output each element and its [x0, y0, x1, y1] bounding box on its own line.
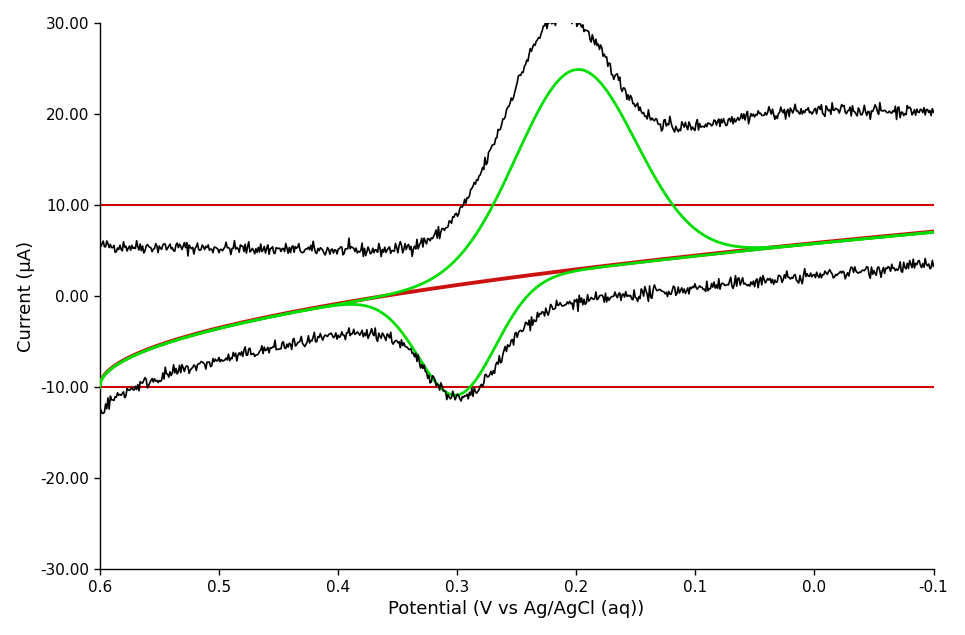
X-axis label: Potential (V vs Ag/AgCl (aq)): Potential (V vs Ag/AgCl (aq))	[389, 600, 645, 618]
Y-axis label: Current (μA): Current (μA)	[16, 241, 35, 352]
